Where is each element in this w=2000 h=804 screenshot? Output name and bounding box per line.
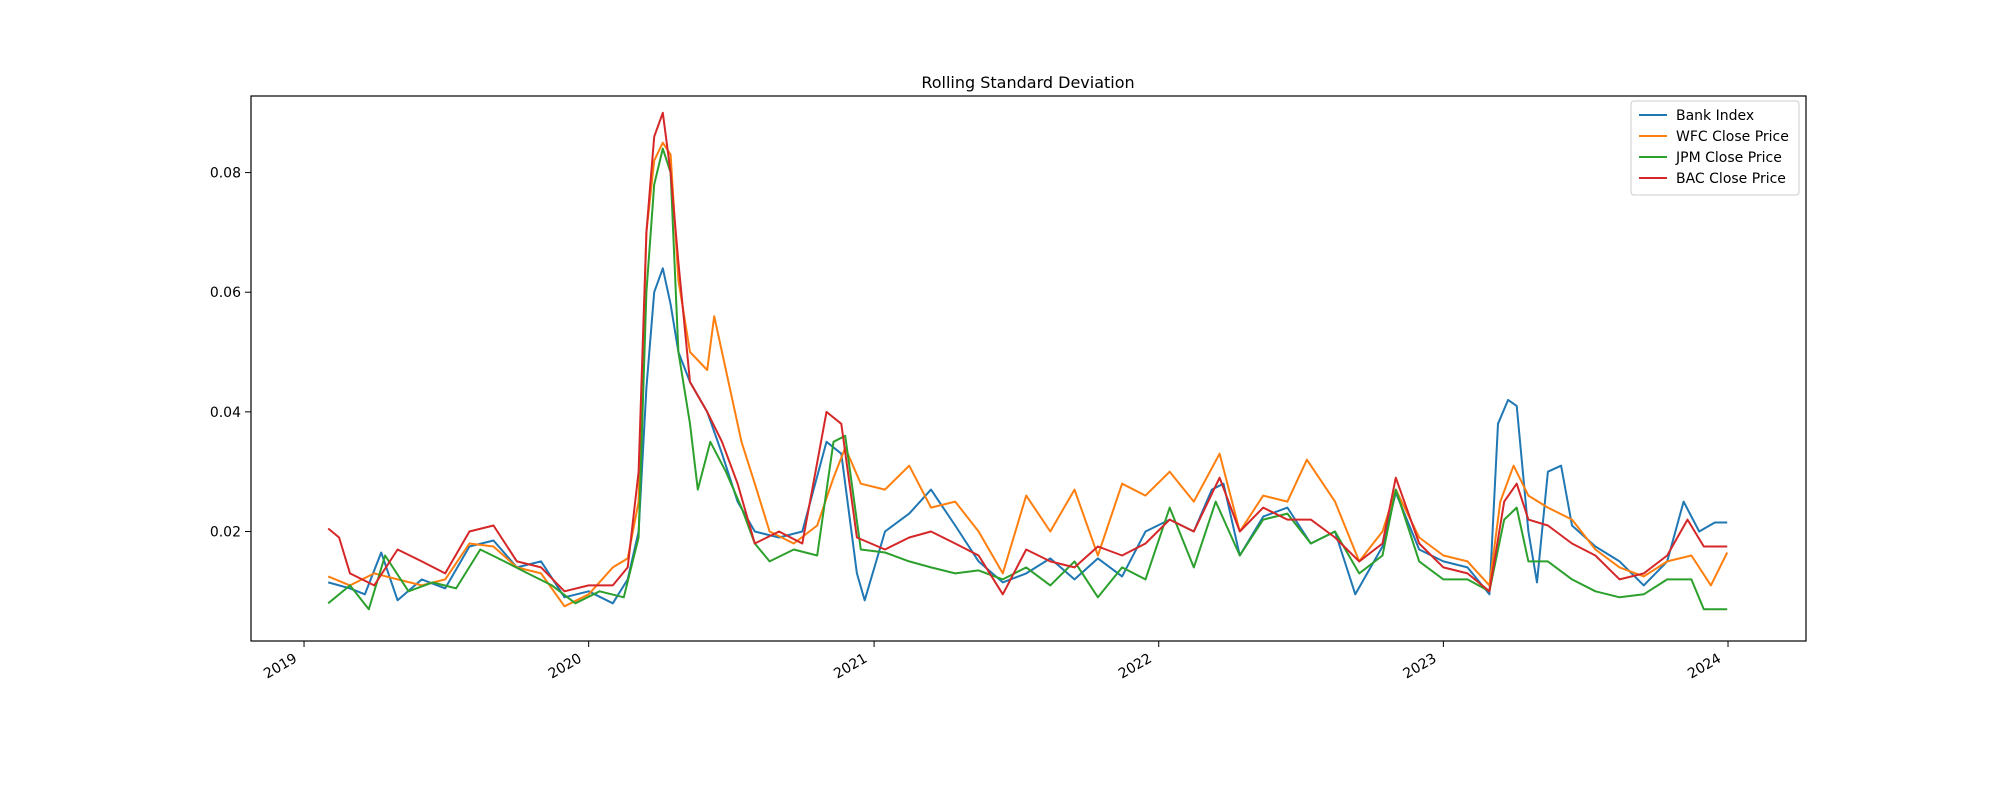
legend-label: BAC Close Price — [1676, 171, 1786, 187]
legend-item: Bank Index — [1639, 108, 1754, 124]
legend: Bank Index WFC Close Price JPM Close Price… — [1630, 100, 1800, 196]
legend-label: JPM Close Price — [1675, 150, 1782, 166]
chart-title: Rolling Standard Deviation — [921, 73, 1134, 92]
plot-lines — [327, 111, 1729, 611]
y-tick: 0.02 — [210, 525, 251, 541]
legend-box — [1630, 100, 1800, 196]
y-tick-label: 0.08 — [210, 166, 241, 182]
y-tick: 0.04 — [210, 405, 251, 421]
plot-frame — [250, 95, 1807, 642]
legend-label: Bank Index — [1676, 108, 1754, 124]
legend-label: WFC Close Price — [1676, 129, 1789, 145]
y-tick-label: 0.02 — [210, 525, 241, 541]
legend-item: JPM Close Price — [1639, 150, 1782, 166]
y-tick-label: 0.06 — [210, 285, 241, 301]
y-tick: 0.08 — [210, 166, 251, 182]
y-tick: 0.06 — [210, 285, 251, 301]
y-tick-label: 0.04 — [210, 405, 241, 421]
series-line-1 — [327, 141, 1729, 608]
legend-item: BAC Close Price — [1639, 171, 1786, 187]
y-axis: 0.02 0.04 0.06 0.08 — [210, 166, 251, 541]
series-line-0 — [327, 267, 1728, 605]
legend-item: WFC Close Price — [1639, 129, 1789, 145]
series-line-3 — [327, 111, 1728, 596]
